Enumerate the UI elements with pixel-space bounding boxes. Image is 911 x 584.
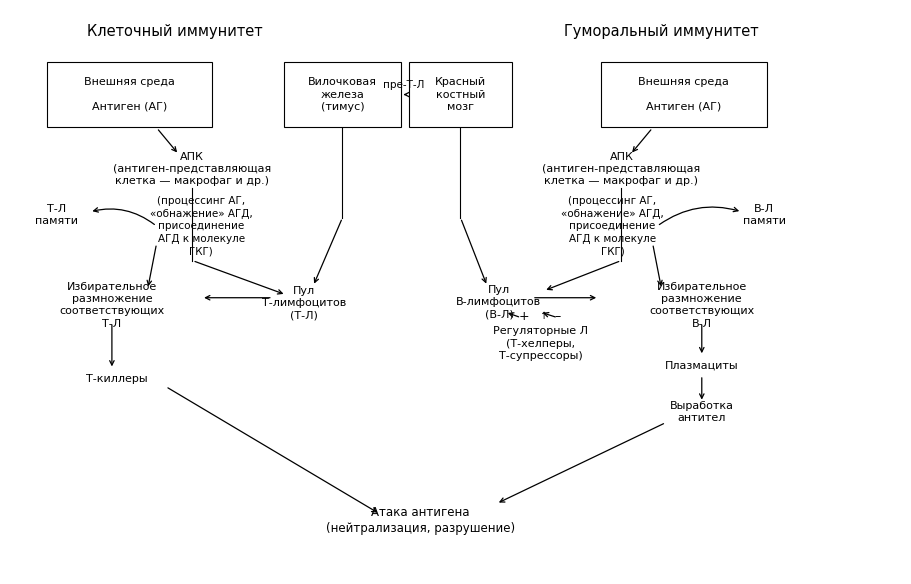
Text: Пул
В-лимфоцитов
(В-Л): Пул В-лимфоцитов (В-Л)	[456, 285, 541, 319]
Text: В-Л
памяти: В-Л памяти	[742, 204, 785, 226]
Text: Избирательное
размножение
соответствующих
Т-Л: Избирательное размножение соответствующи…	[59, 281, 164, 329]
Text: ↑: ↑	[539, 311, 547, 321]
Text: Внешняя среда

Антиген (АГ): Внешняя среда Антиген (АГ)	[84, 77, 175, 112]
Text: Вилочковая
железа
(тимус): Вилочковая железа (тимус)	[308, 77, 376, 112]
Text: Т-Л
памяти: Т-Л памяти	[35, 204, 78, 226]
Text: пре-Т-Л: пре-Т-Л	[383, 80, 425, 90]
Text: АПК
(антиген-представляющая
клетка — макрофаг и др.): АПК (антиген-представляющая клетка — мак…	[542, 152, 700, 186]
Text: Красный
костный
мозг: Красный костный мозг	[435, 77, 486, 112]
Text: Выработка
антител: Выработка антител	[669, 401, 733, 423]
Bar	[409, 62, 511, 127]
Text: АПК
(антиген-представляющая
клетка — макрофаг и др.): АПК (антиген-представляющая клетка — мак…	[113, 152, 271, 186]
Text: –: –	[554, 310, 560, 322]
Bar	[284, 62, 400, 127]
Text: Регуляторные Л
(Т-хелперы,
Т-супрессоры): Регуляторные Л (Т-хелперы, Т-супрессоры)	[493, 326, 588, 361]
Bar	[47, 62, 212, 127]
Text: (процессинг АГ,
«обнажение» АГД,
присоединение
АГД к молекуле
ГКГ): (процессинг АГ, «обнажение» АГД, присоед…	[560, 196, 663, 256]
Text: Клеточный иммунитет: Клеточный иммунитет	[87, 24, 262, 39]
Text: Избирательное
размножение
соответствующих
В-Л: Избирательное размножение соответствующи…	[649, 281, 753, 329]
Text: Атака антигена
(нейтрализация, разрушение): Атака антигена (нейтрализация, разрушени…	[325, 506, 514, 536]
Text: Внешняя среда

Антиген (АГ): Внешняя среда Антиген (АГ)	[638, 77, 729, 112]
Text: Гуморальный иммунитет: Гуморальный иммунитет	[564, 24, 758, 39]
Bar	[600, 62, 766, 127]
Text: (процессинг АГ,
«обнажение» АГД,
присоединение
АГД к молекуле
ГКГ): (процессинг АГ, «обнажение» АГД, присоед…	[149, 196, 252, 256]
Text: Т-киллеры: Т-киллеры	[86, 374, 147, 384]
Text: +: +	[518, 310, 528, 322]
Text: Плазмациты: Плазмациты	[664, 360, 738, 370]
Text: Пул
Т-лимфоцитов
(Т-Л): Пул Т-лимфоцитов (Т-Л)	[261, 286, 346, 321]
